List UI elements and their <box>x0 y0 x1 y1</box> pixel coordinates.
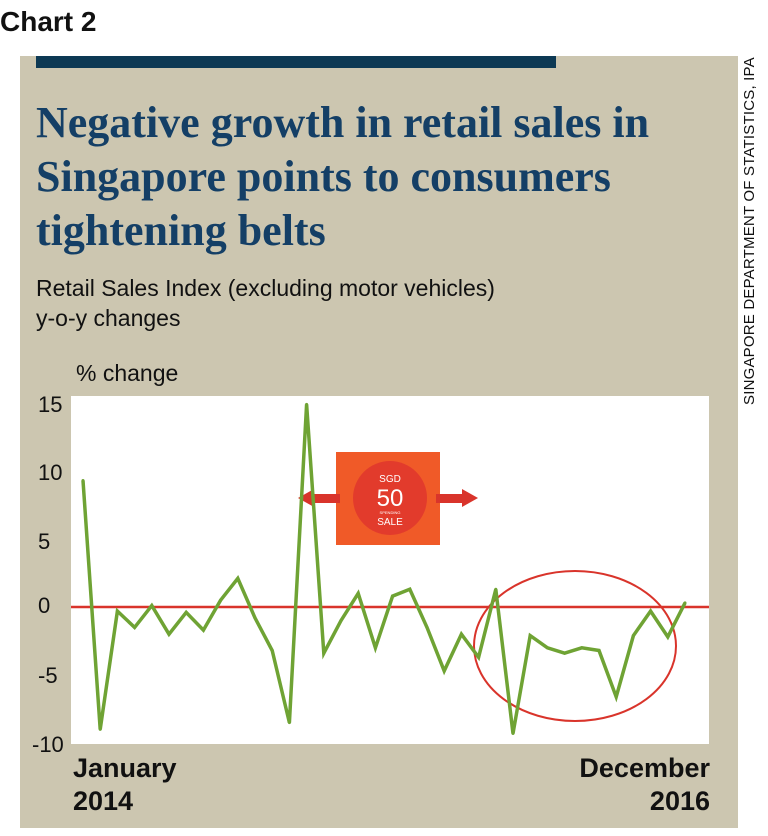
left-arrow-shaft <box>310 494 340 503</box>
x-start-month: January <box>73 753 177 783</box>
y-tick-label: 10 <box>38 460 63 485</box>
data-point <box>98 727 102 731</box>
data-point <box>253 616 257 620</box>
y-tick-label: 5 <box>38 529 51 554</box>
data-point <box>305 402 309 406</box>
data-point <box>442 669 446 673</box>
data-point <box>287 721 291 725</box>
badge-small-text: SPENDING <box>380 510 401 515</box>
data-point <box>115 609 119 613</box>
sale-badge: SGD 50 SPENDING SALE <box>336 452 440 545</box>
badge-amount: 50 <box>377 485 404 512</box>
right-arrow-icon <box>462 489 478 507</box>
series-line <box>81 404 687 734</box>
data-point <box>408 587 412 591</box>
x-axis-start-label: January 2014 <box>73 752 177 818</box>
data-point <box>649 609 653 613</box>
y-axis-label: % change <box>76 360 179 386</box>
y-tick-label: -10 <box>32 732 64 757</box>
data-point <box>614 695 618 699</box>
x-end-month: December <box>579 753 710 783</box>
data-point <box>270 649 274 652</box>
highlight-circle <box>473 570 677 722</box>
badge-word: SALE <box>377 517 403 528</box>
data-point <box>511 732 515 735</box>
data-point <box>683 601 687 605</box>
data-point <box>184 610 188 614</box>
chart-title: Negative growth in retail sales in Singa… <box>36 98 650 255</box>
subtitle-line-1: Retail Sales Index (excluding motor vehi… <box>36 275 495 301</box>
right-arrow-shaft <box>436 494 466 503</box>
x-start-year: 2014 <box>73 786 134 816</box>
data-point <box>219 598 223 602</box>
badge-currency: SGD <box>379 474 401 485</box>
data-point <box>563 651 567 655</box>
badge-circle <box>353 461 427 535</box>
data-point <box>236 576 240 580</box>
right-arrow <box>436 489 478 507</box>
data-point <box>666 635 670 639</box>
data-point <box>631 634 635 638</box>
chart-number-header: Chart 2 <box>0 6 97 37</box>
data-point <box>81 479 85 482</box>
data-point <box>356 591 360 595</box>
data-point <box>477 655 481 659</box>
left-arrow-icon <box>298 489 314 507</box>
retail-sales-series <box>81 402 687 735</box>
x-end-year: 2016 <box>649 786 710 816</box>
y-tick-label: 15 <box>38 392 63 417</box>
data-point <box>580 646 584 650</box>
data-point <box>201 628 205 632</box>
y-tick-label: -5 <box>38 663 58 688</box>
data-point <box>528 634 532 638</box>
data-point <box>373 646 377 650</box>
subtitle-line-2: y-o-y changes <box>36 305 181 331</box>
y-tick-label: 0 <box>38 593 51 618</box>
chart-subtitle: Retail Sales Index (excluding motor vehi… <box>36 273 676 333</box>
x-axis-end-label: December 2016 <box>570 752 710 818</box>
left-arrow <box>298 489 340 507</box>
data-point <box>391 594 395 598</box>
data-point <box>425 625 429 629</box>
data-point <box>545 646 549 650</box>
data-point <box>339 619 343 623</box>
data-point <box>150 604 154 608</box>
data-point <box>459 632 463 636</box>
data-point <box>167 632 171 636</box>
data-point <box>494 587 498 591</box>
data-point <box>597 649 601 652</box>
data-point <box>322 651 326 655</box>
title-accent-bar <box>36 56 556 68</box>
data-point <box>133 625 137 629</box>
